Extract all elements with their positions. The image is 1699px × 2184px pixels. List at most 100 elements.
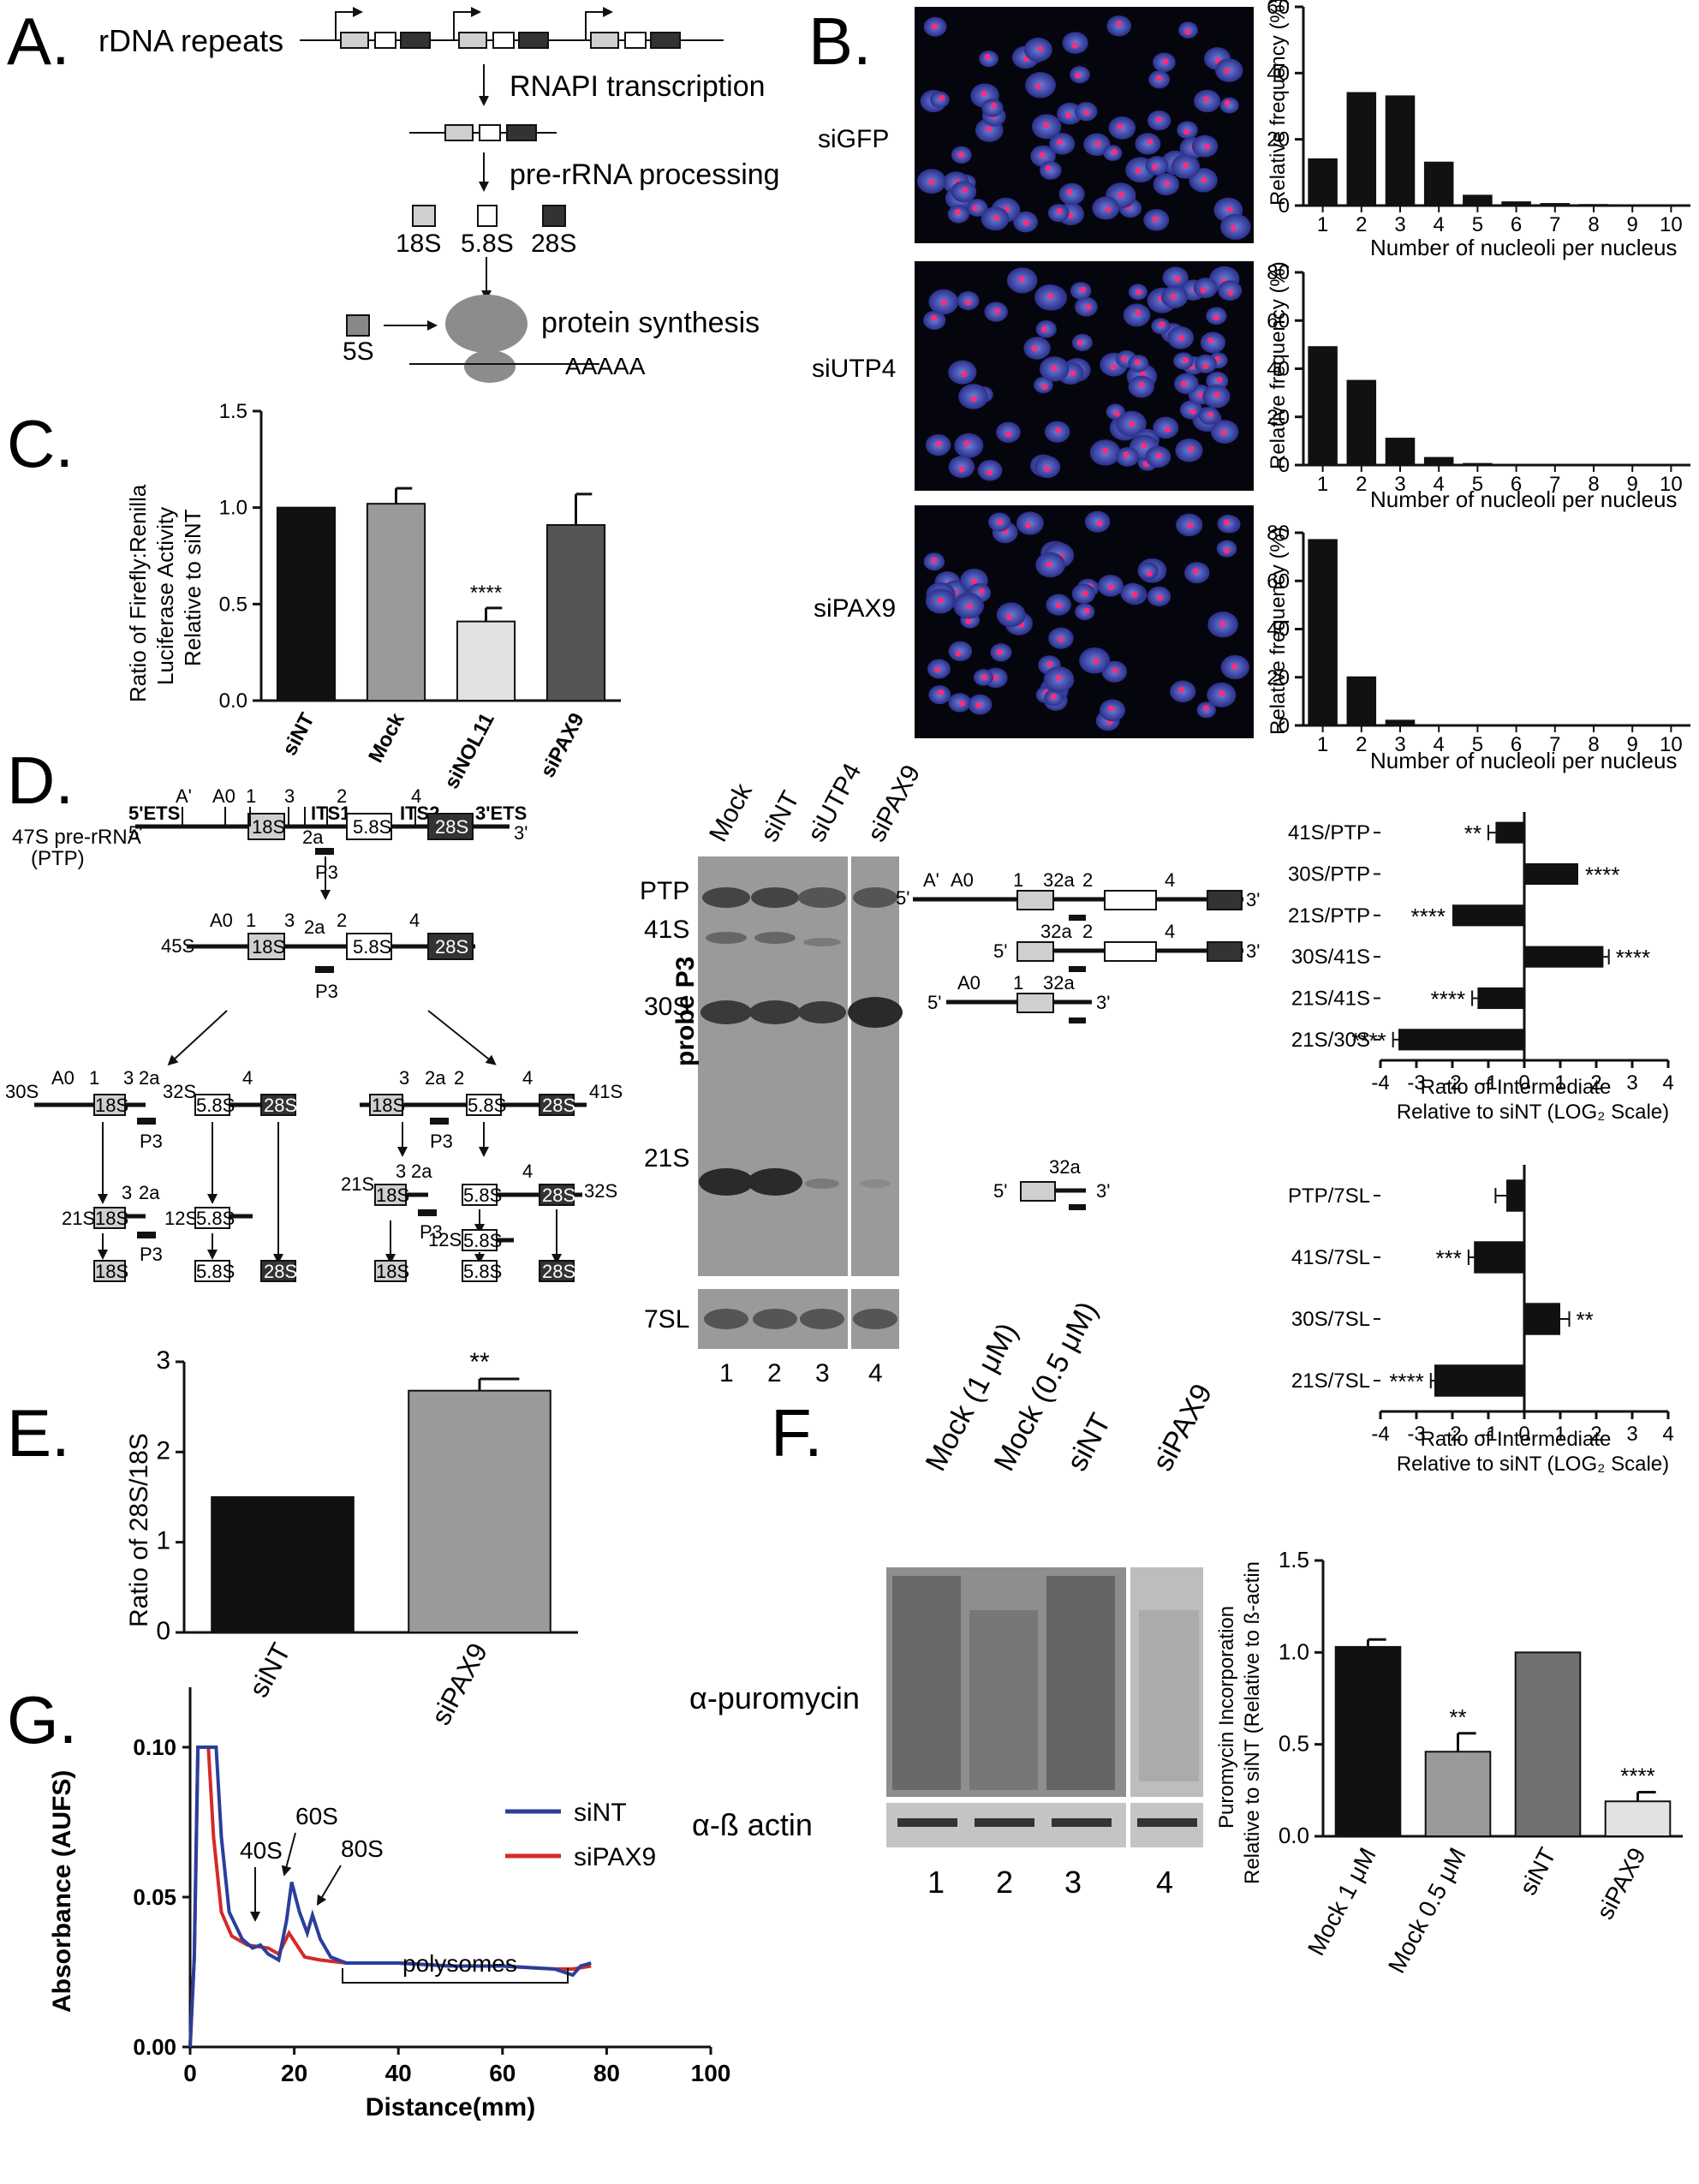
panel-c-ylabel-1: Ratio of Firefly:Renilla	[125, 484, 151, 702]
nucleolus-dot	[1230, 224, 1237, 231]
series-line-sipax9	[188, 1745, 592, 2048]
schema-3prime-2: 3'	[1246, 940, 1260, 962]
bar	[1385, 95, 1416, 206]
rdna-repeat-units	[340, 32, 681, 49]
bar	[1514, 1651, 1582, 1838]
cell-nucleus	[1058, 182, 1085, 206]
final-58s-right: 5.8S	[463, 1261, 502, 1282]
block-58s-32s-right: 5.8S	[463, 1184, 502, 1206]
schema-4-2: 4	[1165, 921, 1175, 942]
x-tick-label: 2	[1356, 473, 1367, 496]
x-tick-label: 7	[1549, 473, 1560, 496]
ratio-xlabel-1b: Relative to siNT (LOG₂ Scale)	[1397, 1101, 1669, 1124]
final-28s-left: 28S	[264, 1261, 297, 1282]
bar	[1385, 438, 1416, 466]
schema-2-1: 2	[1082, 869, 1093, 891]
panel-a-label: A.	[7, 3, 70, 79]
probe-p3-30s: P3	[140, 1131, 163, 1152]
y-tick-label: 40	[1267, 618, 1290, 641]
pre-rrna-label: 47S pre-rRNA	[12, 826, 141, 849]
y-tick-label: 30S/PTP	[1288, 863, 1370, 886]
panel-c-ylabel-3: Relative to siNT	[180, 509, 206, 666]
schema-a0-3: A0	[957, 972, 981, 994]
nucleolus-dot	[1066, 188, 1073, 195]
final-18s-right: 18S	[376, 1261, 409, 1282]
f-lane-number-1: 1	[927, 1865, 945, 1900]
nucleolus-dot	[963, 440, 970, 447]
schema-32a-1: 32a	[1043, 869, 1075, 891]
peak-label-40s: 40S	[240, 1837, 283, 1864]
y-tick-label: 21S/7SL	[1291, 1369, 1370, 1393]
nucleolus-dot	[1005, 614, 1012, 621]
nucleolus-dot	[1082, 590, 1088, 597]
y-tick-label: 0	[1279, 454, 1290, 477]
label-18s: 18S	[396, 230, 441, 258]
ratio-xlabel-2a: Ratio of Intermediate	[1421, 1428, 1612, 1451]
nucleolus-dot	[1093, 658, 1100, 665]
nucleolus-dot	[1076, 339, 1083, 346]
y-tick-label: 40	[1267, 358, 1290, 381]
bar	[1463, 194, 1493, 206]
nucleolus-dot	[1051, 365, 1058, 372]
promoter-arrows	[335, 7, 613, 40]
x-tick-label: 4	[1434, 213, 1445, 236]
block-18s-30s: 18S	[95, 1095, 128, 1116]
nucleolus-dot	[965, 618, 972, 624]
nucleolus-dot	[1123, 451, 1130, 458]
nucleolus-dot	[981, 674, 988, 681]
nucleolus-dot	[965, 299, 972, 306]
y-tick-label: PTP/7SL	[1288, 1184, 1370, 1208]
cell-nucleus	[1200, 331, 1226, 354]
block-58s-41s: 5.8S	[468, 1095, 506, 1116]
nucleolus-dot	[931, 314, 938, 321]
site-3-21s-right: 3	[396, 1161, 406, 1182]
pathway-right-branch: 18S 5.8S 28S 41S 3 2a 2 4 P3 21S 18S 3 2…	[341, 1067, 623, 1282]
x-tick-label: 9	[1627, 213, 1638, 236]
rnapi-transcription-label: RNAPI transcription	[510, 70, 766, 103]
nucleolus-dot	[959, 700, 966, 707]
f-lane-sint: siNT	[1061, 1408, 1118, 1477]
nucleolus-dot	[1056, 207, 1063, 214]
x-tick-label: 40	[385, 2060, 412, 2086]
nucleolus-dot	[1164, 180, 1171, 187]
bar	[1477, 987, 1524, 1010]
y-tick-label: 41S/PTP	[1288, 821, 1370, 844]
block-28s-41s: 28S	[542, 1095, 575, 1116]
x-tick-label: 1	[1317, 213, 1328, 236]
nucleolus-dot	[1207, 337, 1213, 343]
bar	[276, 506, 337, 702]
nucleolus-dot	[1117, 123, 1124, 130]
legend-label: siNT	[574, 1799, 627, 1827]
panel-d-label: D.	[7, 743, 74, 818]
nucleolus-dot	[990, 102, 997, 109]
nucleolus-dot	[1155, 452, 1162, 459]
nucleolus-dot	[1170, 294, 1177, 301]
nucleolus-dot	[1174, 276, 1181, 283]
nucleolus-dot	[1164, 427, 1171, 433]
y-tick-label: 21S/PTP	[1288, 904, 1370, 928]
nucleolus-dot	[992, 674, 999, 681]
cell-nucleus	[954, 433, 984, 458]
histogram-siutp4-xlabel: Number of nucleoli per nucleus	[1370, 486, 1677, 512]
site-4-32s-right: 4	[522, 1161, 533, 1182]
panel-c-ylabel-2: Luciferase Activity	[152, 507, 178, 685]
x-tick-label: -3	[1407, 1423, 1425, 1446]
y-tick-label: 80	[1267, 261, 1290, 284]
cell-nucleus	[1016, 511, 1044, 535]
x-tick-label: 10	[1660, 733, 1683, 756]
x-tick-label: 3	[1626, 1423, 1637, 1446]
y-tick-label: 0	[1279, 714, 1290, 737]
nucleolus-dot	[1050, 693, 1057, 700]
bar	[366, 503, 426, 701]
probe-p3-47s: P3	[315, 862, 338, 883]
nucleolus-dot	[1202, 705, 1209, 712]
label-32s: 32S	[163, 1081, 196, 1102]
bar	[1385, 719, 1416, 726]
nucleolus-dot	[1183, 128, 1190, 135]
nucleolus-dot	[1156, 594, 1163, 601]
x-tick-label: siPAX9	[425, 1638, 493, 1729]
nucleolus-dot	[1207, 411, 1214, 418]
x-tick-label: 80	[593, 2060, 620, 2086]
ratio-chart-7sl: -4 -3 -2 -1 0 1 2 3 4 PTP/7SL 41S/7SL *** 30S/7SL ** 2…	[1288, 1165, 1674, 1446]
